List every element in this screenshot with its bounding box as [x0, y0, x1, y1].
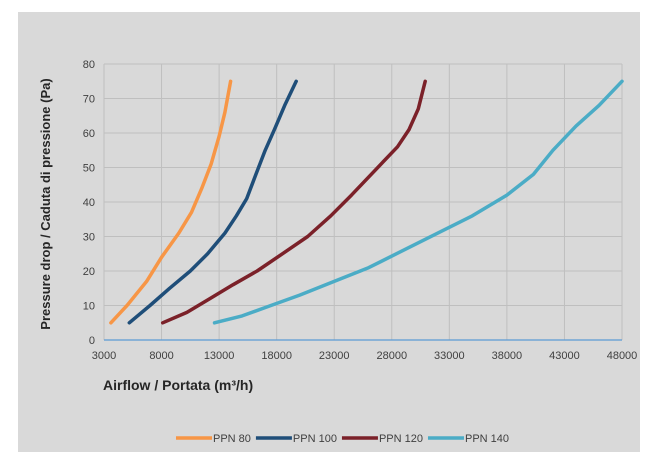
y-tick-label: 70: [83, 94, 95, 106]
series-line: [160, 79, 427, 325]
legend-label: PPN 100: [293, 433, 337, 445]
series-line: [109, 79, 233, 325]
x-tick-label: 18000: [261, 350, 292, 362]
x-tick-labels: 3000 8000 13000 18000 23000 28000 33000 38000 43…: [92, 350, 638, 362]
y-axis-title: Pressure drop / Caduta di pressione (Pa): [38, 78, 53, 329]
x-axis-title: Airflow / Portata (m³/h): [103, 377, 253, 393]
x-tick-label: 43000: [549, 350, 580, 362]
y-tick-labels: 0 10 20 30 40 50 60 70 80: [83, 59, 95, 347]
legend-label: PPN 140: [465, 433, 509, 445]
legend-label: PPN 80: [213, 433, 251, 445]
series-line: [212, 79, 624, 325]
y-tick-label: 20: [83, 266, 95, 278]
series-line: [127, 79, 298, 325]
y-tick-label: 60: [83, 128, 95, 140]
y-tick-label: 40: [83, 197, 95, 209]
legend-label: PPN 120: [379, 433, 423, 445]
y-tick-label: 10: [83, 301, 95, 313]
x-tick-label: 38000: [492, 350, 523, 362]
legend: PPN 80 PPN 100 PPN 120 PPN 140: [176, 433, 509, 445]
x-tick-label: 28000: [376, 350, 407, 362]
x-tick-label: 33000: [434, 350, 465, 362]
x-tick-label: 8000: [149, 350, 173, 362]
x-tick-label: 3000: [92, 350, 116, 362]
x-tick-label: 48000: [607, 350, 638, 362]
line-chart: 3000 8000 13000 18000 23000 28000 33000 38000 43…: [38, 59, 638, 445]
x-tick-label: 23000: [319, 350, 350, 362]
x-tick-label: 13000: [204, 350, 235, 362]
gridlines: [103, 63, 623, 340]
y-tick-label: 80: [83, 59, 95, 71]
series-lines: [109, 79, 624, 325]
y-tick-label: 30: [83, 232, 95, 244]
y-tick-label: 0: [89, 335, 95, 347]
y-tick-label: 50: [83, 163, 95, 175]
chart-area: 3000 8000 13000 18000 23000 28000 33000 38000 43…: [18, 12, 640, 452]
